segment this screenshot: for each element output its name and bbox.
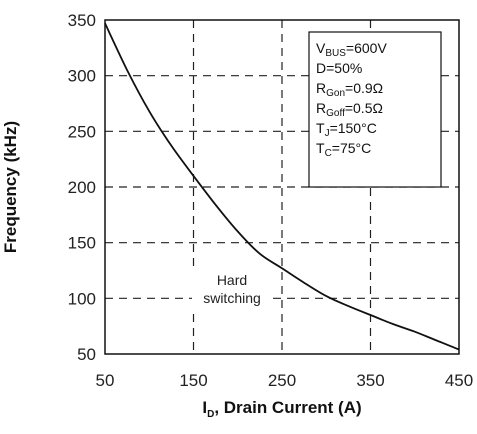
annotation-background — [192, 268, 272, 309]
annotation-line: switching — [203, 290, 261, 306]
condition-line: RGoff=0.5Ω — [316, 100, 383, 119]
x-tick-label: 350 — [356, 371, 384, 390]
plot-frame — [104, 19, 460, 355]
y-tick-label: 350 — [68, 11, 96, 30]
condition-line: D=50% — [316, 60, 362, 76]
y-axis-tick-labels: 50 100 150 200 250 300 350 — [68, 11, 96, 364]
frequency-curve — [104, 22, 460, 351]
y-axis-label: Frequency (kHz) — [1, 121, 20, 253]
x-tick-label: 50 — [96, 371, 115, 390]
x-axis-tick-labels: 50 150 250 350 450 — [96, 371, 474, 390]
condition-line: TC=75°C — [316, 140, 371, 159]
x-axis-label-symbol: I — [202, 398, 207, 417]
y-tick-label: 50 — [77, 345, 96, 364]
x-tick-label: 250 — [268, 371, 296, 390]
y-tick-label: 100 — [68, 289, 96, 308]
x-tick-label: 150 — [179, 371, 207, 390]
y-tick-label: 150 — [68, 234, 96, 253]
conditions-box-border — [308, 31, 442, 188]
x-axis-label: ID, Drain Current (A) — [202, 398, 361, 420]
annotation-line: Hard — [217, 272, 247, 288]
x-axis-label-subscript: D — [207, 409, 214, 420]
x-axis-label-text: , Drain Current (A) — [214, 398, 361, 417]
y-tick-label: 300 — [68, 67, 96, 86]
y-tick-label: 200 — [68, 178, 96, 197]
x-tick-label: 450 — [445, 371, 473, 390]
condition-line: TJ=150°C — [316, 120, 377, 139]
y-tick-label: 250 — [68, 122, 96, 141]
condition-line: RGon=0.9Ω — [316, 80, 383, 99]
condition-line: VBUS=600V — [316, 40, 387, 59]
hard-switching-annotation: Hard switching — [192, 268, 272, 309]
